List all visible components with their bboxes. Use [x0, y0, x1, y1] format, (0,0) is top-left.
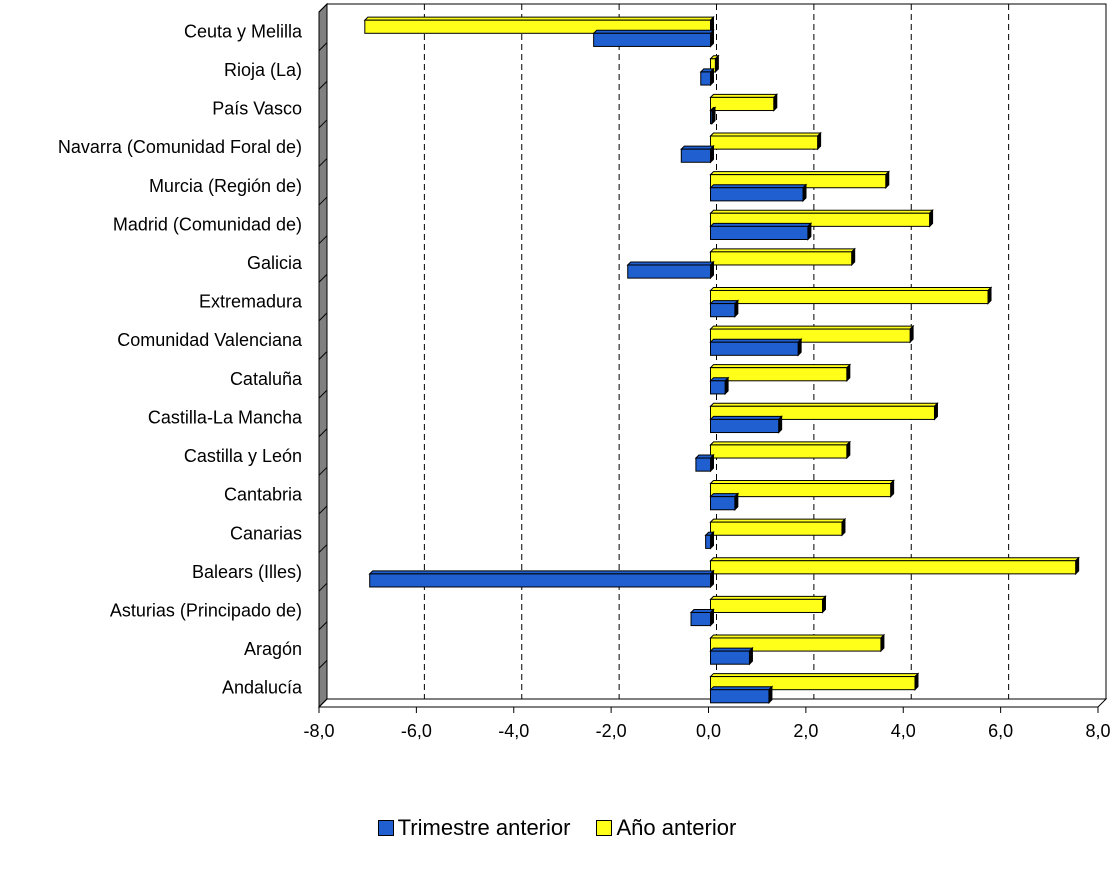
bar-trimestre-anterior — [700, 71, 712, 86]
bar-trimestre-anterior — [710, 650, 750, 665]
bar-trimestre-anterior — [710, 187, 804, 202]
category-tick — [318, 42, 328, 51]
bar-trimestre-anterior — [690, 611, 712, 627]
legend-item-trimestre: Trimestre anterior — [377, 815, 571, 841]
category-tick — [318, 235, 328, 245]
category-tick — [318, 389, 328, 399]
category-label: Madrid (Comunidad de) — [113, 214, 302, 234]
bar-ano-anterior — [710, 367, 848, 382]
category-tick — [318, 119, 328, 129]
bar-ano-anterior — [710, 289, 989, 305]
category-tick — [318, 312, 328, 322]
bar-trimestre-anterior — [710, 689, 770, 704]
category-tick — [318, 80, 328, 90]
bar-ano-anterior — [710, 135, 819, 150]
legend-swatch-ano — [596, 820, 613, 836]
category-tick — [318, 196, 328, 206]
bar-trimestre-anterior — [695, 457, 711, 472]
category-label: Navarra (Comunidad Foral de) — [58, 137, 302, 157]
bar-trimestre-anterior — [710, 303, 736, 318]
category-label: Rioja (La) — [224, 60, 302, 80]
bar-trimestre-anterior — [710, 225, 809, 240]
legend-item-ano: Año anterior — [596, 815, 736, 841]
category-tick — [318, 428, 328, 438]
bar-trimestre-anterior — [710, 110, 713, 125]
x-tick-label: 4,0 — [891, 721, 916, 741]
grid-lines — [318, 3, 1099, 713]
category-label: Castilla-La Mancha — [148, 407, 303, 427]
category-label: Andalucía — [222, 678, 303, 698]
category-labels: Ceuta y Melilla Rioja (La) País Vasco Navar… — [58, 21, 303, 697]
x-tick-label: 0,0 — [696, 721, 721, 741]
category-label: Comunidad Valenciana — [117, 330, 303, 350]
bar-ano-anterior — [710, 251, 853, 266]
x-tick-label: 6,0 — [988, 721, 1013, 741]
bar-ano-anterior — [710, 560, 1077, 575]
category-tick — [318, 466, 328, 476]
bar-trimestre-anterior — [710, 380, 726, 395]
category-tick — [318, 505, 328, 515]
x-tick-label: -4,0 — [498, 721, 529, 741]
category-label: Asturias (Principado de) — [110, 600, 302, 620]
bar-trimestre-anterior — [710, 496, 736, 511]
category-tick — [318, 351, 328, 360]
category-label: Balears (Illes) — [192, 562, 302, 582]
legend-label-trimestre: Trimestre anterior — [397, 815, 571, 840]
bar-trimestre-anterior — [710, 418, 780, 434]
x-tick-label: 2,0 — [793, 721, 818, 741]
bar-trimestre-anterior — [705, 534, 711, 549]
category-label: Ceuta y Melilla — [184, 21, 303, 41]
legend-swatch-trimestre — [377, 820, 394, 836]
category-label: Cantabria — [224, 485, 303, 505]
category-tick — [318, 273, 328, 283]
category-label: País Vasco — [212, 99, 302, 119]
category-label: Aragón — [244, 639, 302, 659]
category-tick — [318, 698, 328, 708]
bar-ano-anterior — [710, 444, 848, 459]
category-tick — [318, 158, 328, 167]
bar-ano-anterior — [710, 483, 892, 498]
bar-ano-anterior — [710, 96, 775, 112]
category-tick — [318, 544, 328, 553]
legend-label-ano: Año anterior — [616, 815, 737, 840]
bar-ano-anterior — [710, 521, 843, 536]
x-tick-label: -6,0 — [401, 721, 432, 741]
category-label: Cataluña — [230, 369, 303, 389]
category-label: Extremadura — [199, 292, 303, 312]
tick-labels: -8,0 -6,0 -4,0 -2,0 0,0 2,0 4,0 6,0 8,0 — [303, 721, 1110, 741]
category-tick — [318, 621, 328, 631]
category-label: Castilla y León — [184, 446, 302, 466]
bars — [363, 15, 1080, 705]
x-tick-label: 8,0 — [1085, 721, 1110, 741]
bar-trimestre-anterior — [369, 573, 711, 588]
x-tick-label: -2,0 — [596, 721, 627, 741]
category-tick — [318, 3, 328, 13]
category-label: Galicia — [247, 253, 303, 273]
bar-trimestre-anterior — [593, 32, 712, 47]
category-tick — [318, 582, 328, 592]
bar-ano-anterior — [710, 598, 823, 613]
category-label: Canarias — [230, 523, 302, 543]
bar-trimestre-anterior — [680, 148, 711, 163]
legend: Trimestre anterior Año anterior — [0, 815, 1114, 841]
category-tick — [318, 660, 328, 669]
bar-trimestre-anterior — [710, 341, 799, 356]
bar-trimestre-anterior — [627, 264, 712, 279]
x-tick-label: -8,0 — [303, 721, 334, 741]
category-label: Murcia (Región de) — [149, 176, 302, 196]
